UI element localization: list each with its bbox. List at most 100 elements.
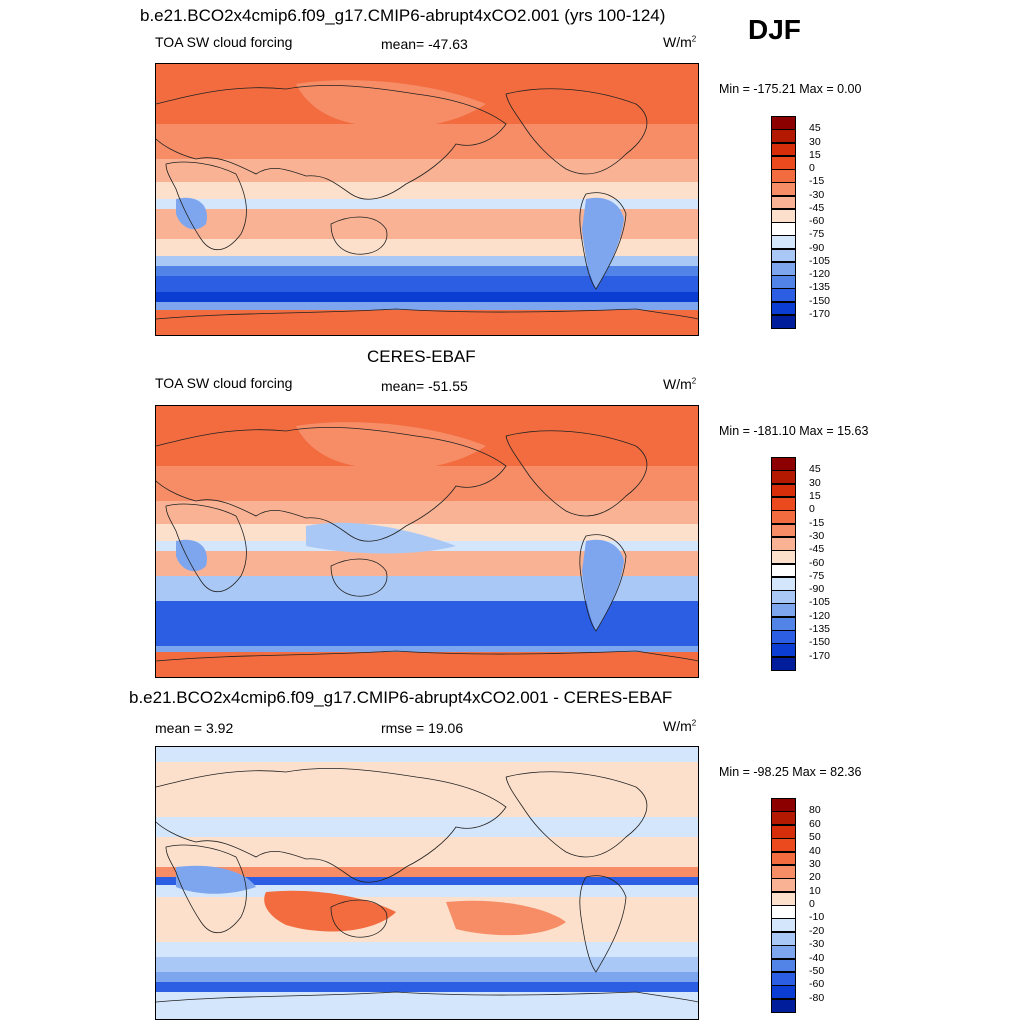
field-region (582, 539, 624, 631)
field-region (582, 197, 624, 289)
panel1-mean-label: mean= -47.63 (381, 36, 468, 52)
panel1-map (155, 63, 699, 336)
colorbar-tick-label: -60 (809, 215, 825, 227)
field-band (156, 644, 698, 652)
colorbar-tick-label: -20 (809, 924, 825, 937)
coastline (330, 558, 388, 597)
colorbar-tick-label: 0 (809, 503, 815, 516)
field-band (156, 652, 698, 677)
colorbar-swatch (771, 811, 796, 826)
colorbar-tick-label: -15 (809, 516, 825, 529)
colorbar-swatch (771, 457, 796, 471)
coastline (165, 161, 247, 251)
colorbar-swatch (771, 155, 796, 170)
coastline (165, 503, 247, 593)
colorbar-swatch (771, 590, 796, 604)
colorbar-tick-label: 45 (809, 463, 821, 476)
colorbar-tick-label: -60 (809, 978, 825, 991)
colorbar-swatch (771, 470, 796, 485)
coastline (505, 771, 648, 858)
colorbar-tick-label: 30 (809, 135, 821, 148)
colorbar-tick-label: -150 (809, 294, 831, 307)
colorbar-tick-label: -105 (809, 254, 831, 267)
colorbar-swatch (771, 496, 796, 511)
colorbar-swatch (771, 208, 796, 223)
colorbar-tick-label: -30 (809, 938, 825, 951)
colorbar-tick-label: 80 (809, 804, 821, 817)
field-band (156, 292, 698, 302)
colorbar-tick-label: -30 (809, 188, 825, 201)
field-band (156, 942, 698, 957)
colorbar-swatch (771, 288, 796, 302)
panel3-mean-label: mean = 3.92 (155, 720, 234, 736)
colorbar-swatch (771, 483, 796, 498)
field-band (156, 992, 698, 1019)
colorbar-swatch (771, 301, 796, 316)
colorbar-swatch (771, 905, 796, 919)
colorbar-tick-label: 20 (809, 871, 821, 884)
colorbar-swatch (771, 235, 796, 249)
field-band (156, 817, 698, 837)
colorbar-tick-label: -170 (809, 307, 831, 320)
panel3-colorbar: 80 60 50 40 30 20 10 0 -10 -20 -30 -40 -50 -60 -80 (771, 798, 851, 1013)
colorbar-tick-label: 15 (809, 148, 821, 161)
colorbar-swatch (771, 523, 796, 538)
field-region (176, 539, 207, 572)
panel1-units: W/m2 (663, 34, 697, 50)
field-region (264, 890, 396, 932)
field-band (156, 601, 698, 646)
panel1-title: b.e21.BCO2x4cmip6.f09_g17.CMIP6-abrupt4x… (140, 6, 666, 25)
colorbar-swatch (771, 169, 796, 183)
coastline (579, 875, 627, 973)
colorbar-swatch (771, 798, 796, 812)
colorbar-tick-label: 0 (809, 162, 815, 174)
colorbar-tick-label: -170 (809, 649, 831, 662)
field-band (156, 972, 698, 982)
colorbar-tick-label: -10 (809, 911, 825, 924)
panel1-minmax: Min = -175.21 Max = 0.00 (719, 82, 862, 96)
colorbar-swatch (771, 142, 796, 157)
colorbar-tick-label: -75 (809, 569, 825, 582)
panel2-mean-label: mean= -51.55 (381, 378, 468, 394)
colorbar-tick-label: -90 (809, 241, 825, 254)
coastline (156, 427, 507, 542)
colorbar-tick-label: -60 (809, 556, 825, 569)
colorbar-tick-label: -50 (809, 964, 825, 977)
field-region (446, 900, 566, 936)
coastline (330, 899, 388, 938)
colorbar-swatch (771, 222, 796, 236)
colorbar-tick-label: 50 (809, 831, 821, 844)
colorbar-tick-label: 15 (809, 489, 821, 502)
panel3-rmse-label: rmse = 19.06 (381, 720, 464, 736)
colorbar-tick-label: 0 (809, 898, 815, 910)
colorbar-tick-label: -45 (809, 543, 825, 556)
panel1-left-label: TOA SW cloud forcing (155, 34, 293, 50)
field-band (156, 199, 698, 211)
coastline (156, 85, 507, 200)
colorbar-tick-label: -75 (809, 228, 825, 241)
colorbar-swatch (771, 656, 796, 671)
field-region (176, 197, 207, 230)
colorbar-tick-label: -80 (809, 991, 825, 1004)
colorbar-swatch (771, 536, 796, 551)
colorbar-tick-label: -150 (809, 636, 831, 649)
field-band (156, 256, 698, 268)
field-region (296, 80, 486, 128)
colorbar-swatch (771, 643, 796, 658)
colorbar-tick-label: 30 (809, 476, 821, 489)
colorbar-swatch (771, 998, 796, 1013)
colorbar-swatch (771, 275, 796, 289)
colorbar-swatch (771, 945, 796, 959)
colorbar-swatch (771, 630, 796, 644)
colorbar-tick-label: -120 (809, 609, 831, 622)
coastline (505, 88, 648, 175)
colorbar-swatch (771, 510, 796, 525)
colorbar-swatch (771, 958, 796, 973)
colorbar-swatch (771, 616, 796, 631)
panel2-left-label: TOA SW cloud forcing (155, 375, 293, 391)
coastline (156, 308, 698, 320)
colorbar-swatch (771, 550, 796, 564)
field-band (156, 867, 698, 877)
panel3-title: b.e21.BCO2x4cmip6.f09_g17.CMIP6-abrupt4x… (129, 688, 673, 707)
coastline (156, 768, 507, 883)
